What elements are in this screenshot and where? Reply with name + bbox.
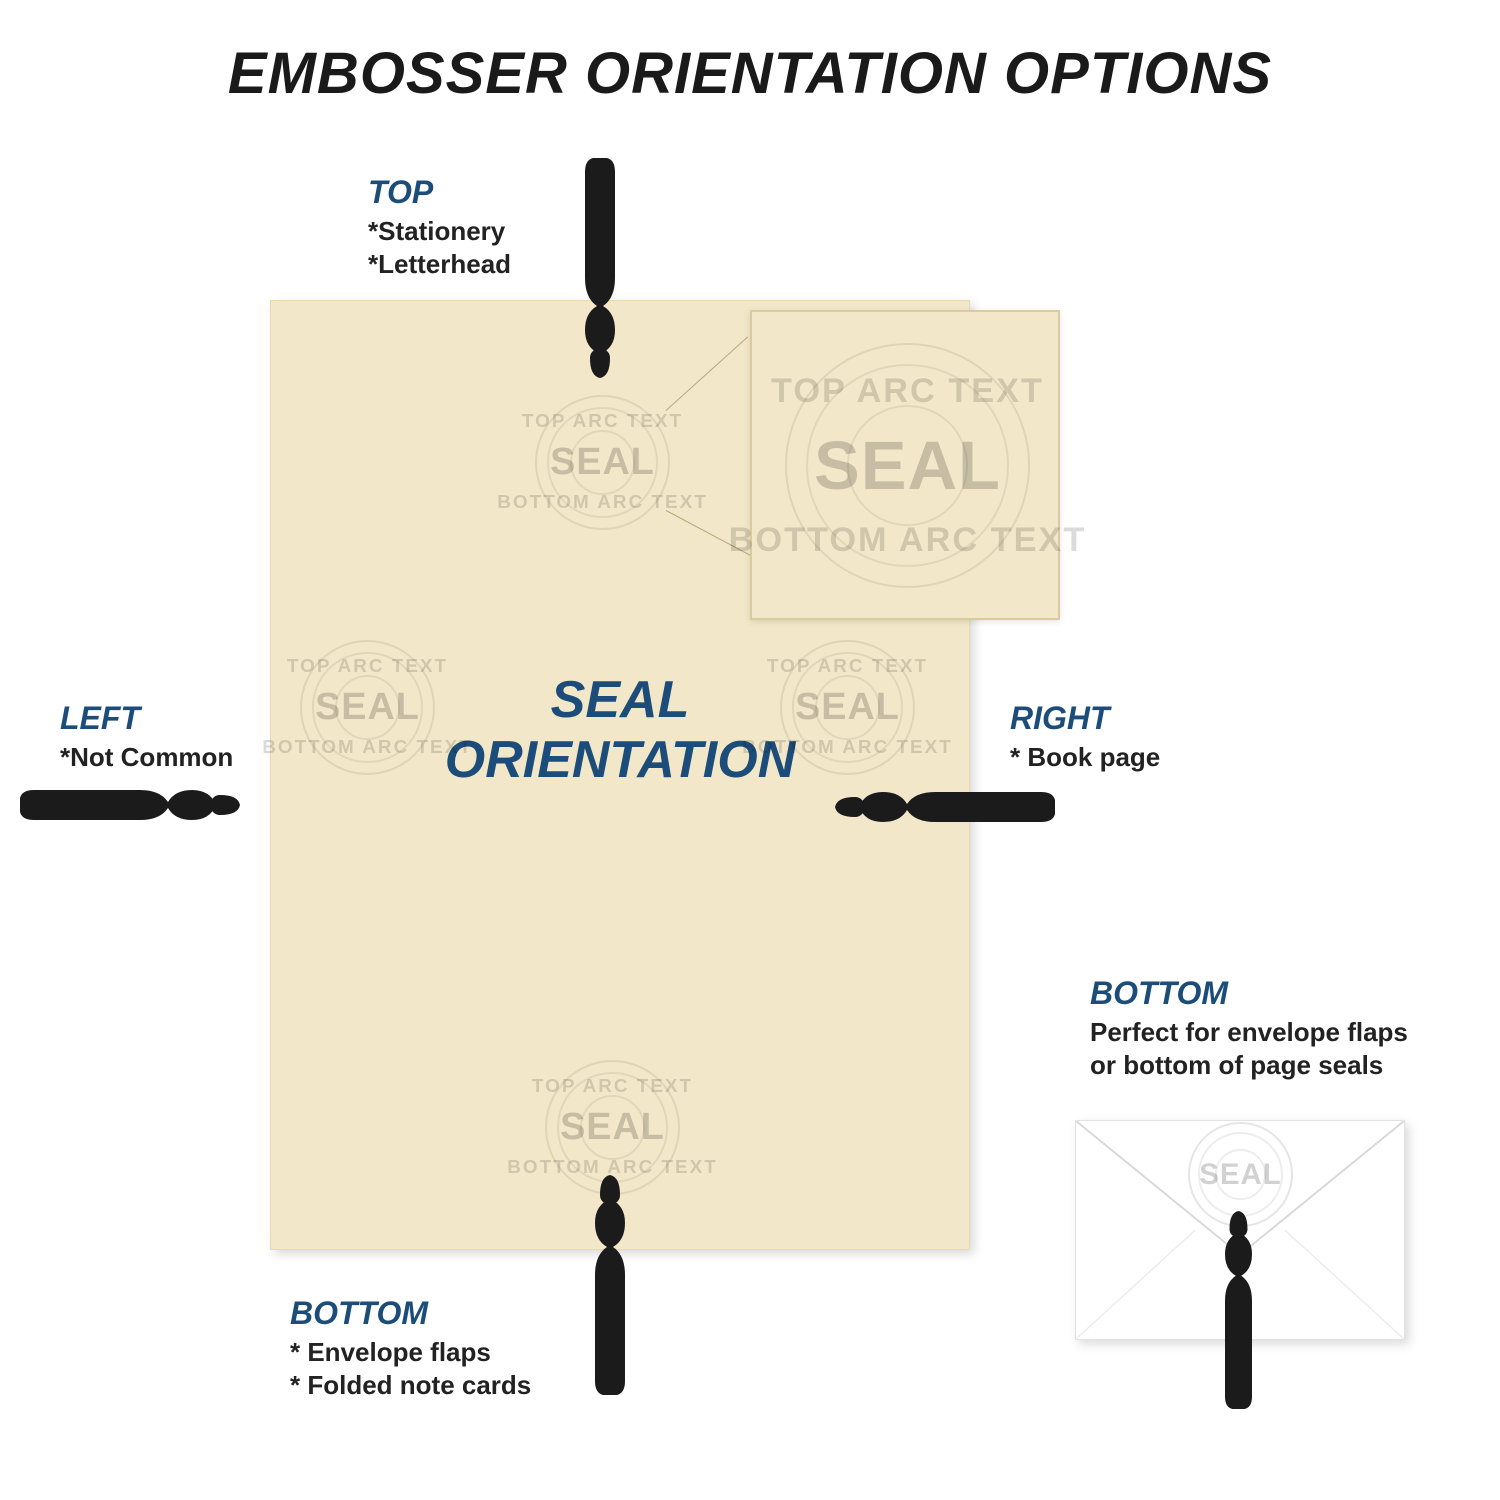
center-line1: SEAL: [551, 671, 690, 729]
center-caption: SEAL ORIENTATION: [445, 671, 796, 791]
seal-arc-top: TOP ARC TEXT: [522, 411, 683, 433]
seal-impression-right: TOP ARC TEXT SEAL BOTTOM ARC TEXT: [780, 640, 915, 775]
page-title: EMBOSSER ORIENTATION OPTIONS: [228, 40, 1272, 107]
seal-impression-top: TOP ARC TEXT SEAL BOTTOM ARC TEXT: [535, 395, 670, 530]
label-line: *Letterhead: [368, 248, 511, 281]
embosser-clamp-bottom: [585, 1175, 635, 1395]
label-title: TOP: [368, 174, 511, 211]
seal-impression-left: TOP ARC TEXT SEAL BOTTOM ARC TEXT: [300, 640, 435, 775]
seal-center-text: SEAL: [550, 441, 655, 484]
label-right: RIGHT * Book page: [1010, 700, 1160, 774]
embosser-clamp-left: [20, 780, 240, 830]
label-top: TOP *Stationery *Letterhead: [368, 174, 511, 280]
embosser-clamp-right: [835, 782, 1055, 832]
label-bottom: BOTTOM * Envelope flaps * Folded note ca…: [290, 1295, 531, 1401]
label-left: LEFT *Not Common: [60, 700, 233, 774]
label-bottom-callout: BOTTOM Perfect for envelope flaps or bot…: [1090, 975, 1408, 1081]
seal-impression-detail: TOP ARC TEXT SEAL BOTTOM ARC TEXT: [785, 343, 1030, 588]
label-line: *Stationery: [368, 215, 511, 248]
embosser-clamp-top: [575, 158, 625, 378]
embosser-clamp-envelope: [1216, 1210, 1261, 1410]
seal-arc-bottom: BOTTOM ARC TEXT: [497, 492, 708, 514]
infographic-stage: EMBOSSER ORIENTATION OPTIONS SEAL ORIENT…: [0, 0, 1500, 1500]
